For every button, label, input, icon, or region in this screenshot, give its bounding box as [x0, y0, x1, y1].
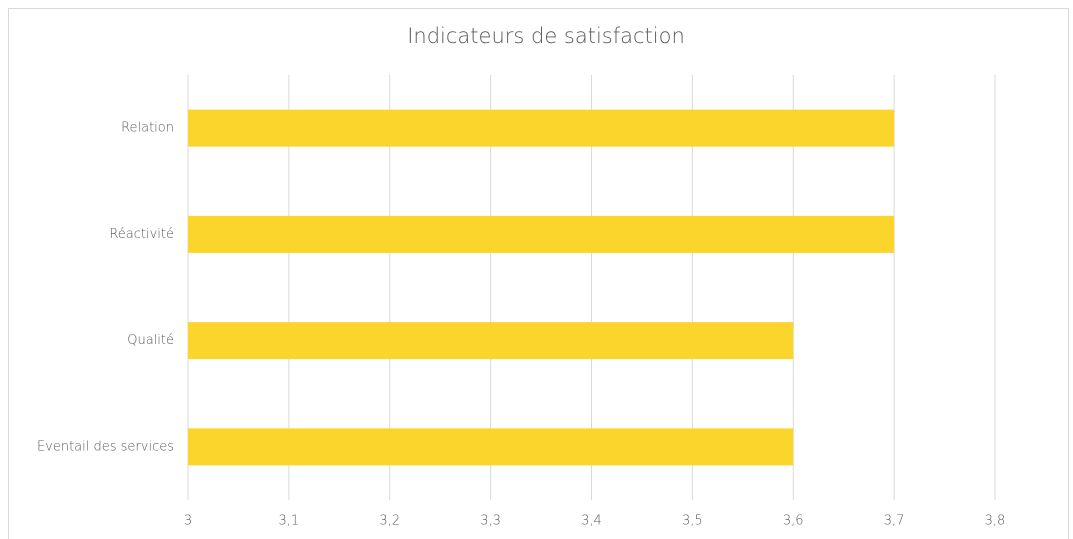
- chart-border: [8, 8, 1069, 539]
- x-tick-label: 3,3: [480, 514, 501, 529]
- y-tick-label: Eventail des services: [37, 439, 174, 454]
- bar: [188, 109, 895, 147]
- x-tick-label: 3: [184, 514, 192, 529]
- x-tick-label: 3,8: [985, 514, 1006, 529]
- y-tick-label: Réactivité: [109, 227, 174, 242]
- x-tick-label: 3,6: [783, 514, 804, 529]
- x-tick-label: 3,1: [279, 514, 300, 529]
- bar: [188, 322, 794, 360]
- chart-title: Indicateurs de satisfaction: [407, 24, 685, 48]
- y-tick-label: Qualité: [127, 333, 174, 348]
- bar: [188, 215, 895, 253]
- x-tick-label: 3,2: [379, 514, 400, 529]
- x-tick-label: 3,7: [884, 514, 905, 529]
- x-tick-label: 3,5: [682, 514, 703, 529]
- y-tick-label: Relation: [121, 121, 174, 136]
- bar: [188, 428, 794, 466]
- x-tick-label: 3,4: [581, 514, 602, 529]
